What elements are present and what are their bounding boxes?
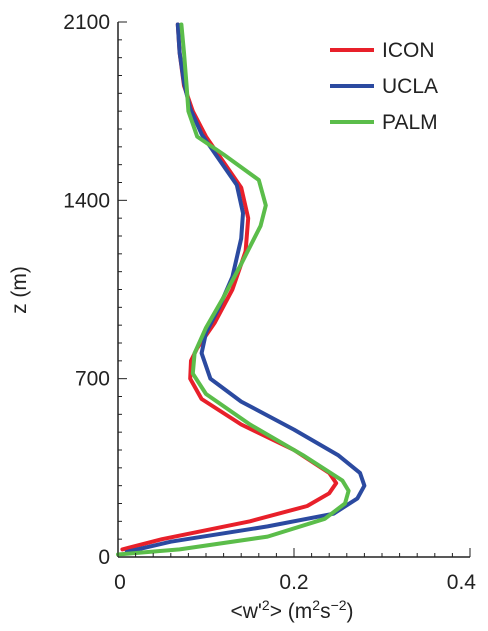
x-tick-label: 0.4 <box>447 571 477 594</box>
y-tick-label: 0 <box>98 546 110 569</box>
x-tick-label: 0.2 <box>279 571 308 594</box>
y-axis-title: z (m) <box>8 266 31 314</box>
series-line-ucla <box>124 22 367 554</box>
axis-ticks: 0 700 1400 2100 0 0.2 0.4 <box>63 11 476 594</box>
y-tick-label: 1400 <box>63 189 110 212</box>
series-line-palm <box>116 22 351 557</box>
legend: ICON UCLA PALM <box>330 39 438 134</box>
x-tick-label: 0 <box>114 571 126 594</box>
plot-axes <box>117 22 470 558</box>
y-axis-title-text: z (m) <box>8 266 31 314</box>
legend-label-ucla: UCLA <box>382 75 438 98</box>
y-tick-label: 700 <box>75 368 110 391</box>
series-lines <box>116 22 367 557</box>
legend-label-icon: ICON <box>382 39 435 62</box>
legend-label-palm: PALM <box>382 111 438 134</box>
x-axis-title: <w'2> (m2s−2) <box>230 597 353 623</box>
y-tick-label: 2100 <box>63 11 110 34</box>
